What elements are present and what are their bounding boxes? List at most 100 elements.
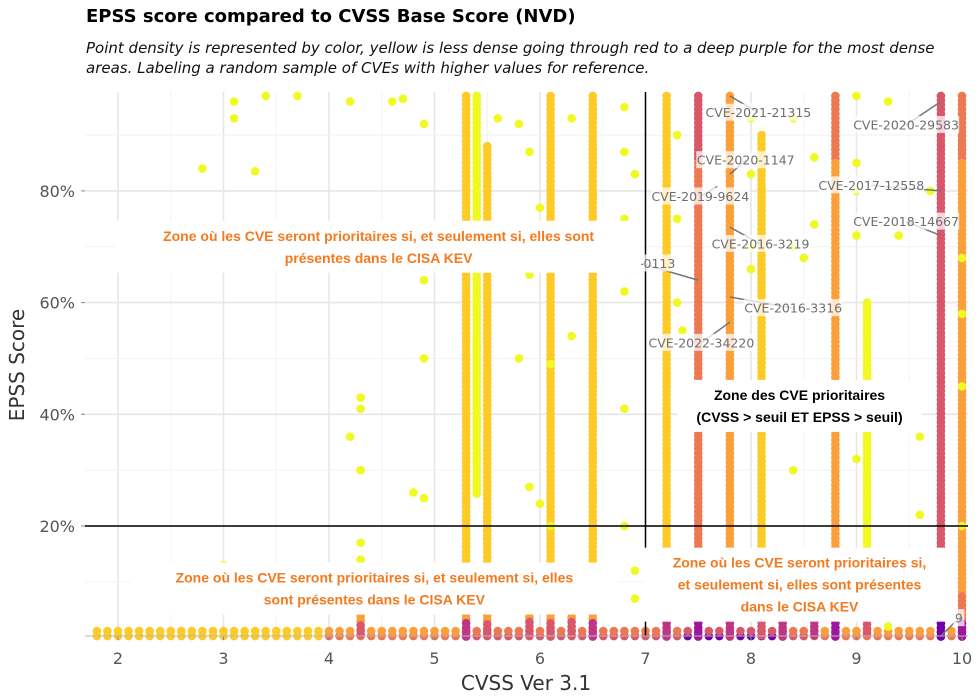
x-tick-label: 7 xyxy=(640,649,650,668)
data-point xyxy=(672,298,682,307)
data-point xyxy=(504,626,513,636)
data-point xyxy=(915,432,925,441)
data-point xyxy=(335,626,344,636)
data-point xyxy=(904,626,914,636)
zone-annotation-line: Zone où les CVE seront prioritaires si, xyxy=(673,555,927,571)
data-point xyxy=(799,253,809,263)
data-point xyxy=(525,147,534,157)
data-point xyxy=(662,632,671,641)
data-point xyxy=(356,404,365,414)
cve-label: CVE-2021-21315 xyxy=(705,105,811,120)
data-point xyxy=(852,454,861,464)
data-point xyxy=(778,632,787,641)
data-point xyxy=(609,626,619,636)
data-point xyxy=(693,632,703,641)
data-point xyxy=(398,626,408,636)
data-point xyxy=(535,499,545,508)
data-point xyxy=(514,119,524,129)
chart-title: EPSS score compared to CVSS Base Score (… xyxy=(86,6,576,27)
annotation-background xyxy=(677,379,922,432)
data-point xyxy=(957,253,967,263)
data-point xyxy=(725,632,735,641)
data-point xyxy=(282,626,292,636)
zone-annotation-line: sont présentes dans le CISA KEV xyxy=(264,592,486,608)
data-point xyxy=(873,626,882,636)
data-point xyxy=(240,626,249,636)
data-point xyxy=(947,626,956,636)
data-point xyxy=(630,169,640,179)
data-point xyxy=(166,626,176,636)
data-point xyxy=(419,493,429,503)
data-point xyxy=(525,631,534,640)
data-point xyxy=(219,626,228,636)
cve-label: CVE-2022-34220 xyxy=(649,335,755,350)
data-point xyxy=(250,626,260,636)
label-background xyxy=(650,187,750,205)
x-tick-label: 6 xyxy=(535,649,545,668)
label-background xyxy=(696,151,796,169)
data-point xyxy=(915,626,925,636)
cve-label: CVE-2016-3219 xyxy=(712,236,810,251)
data-point xyxy=(356,538,365,548)
data-point xyxy=(440,626,450,636)
data-point xyxy=(419,354,429,363)
chart-subtitle: Point density is represented by color, y… xyxy=(86,39,935,77)
data-point xyxy=(852,231,861,240)
data-point xyxy=(208,626,218,636)
data-point xyxy=(314,626,323,636)
cve-label: CVE-2018-14667 xyxy=(853,214,959,229)
data-point xyxy=(356,465,365,475)
x-tick-label: 5 xyxy=(429,649,439,668)
data-point xyxy=(113,626,123,636)
data-point xyxy=(620,287,629,296)
data-point xyxy=(810,220,819,229)
data-point xyxy=(451,626,460,636)
cve-label: CVE-2019-9624 xyxy=(651,189,749,204)
data-point xyxy=(134,626,144,636)
data-point xyxy=(788,626,798,636)
data-point xyxy=(535,203,545,212)
grid xyxy=(85,92,968,636)
data-point xyxy=(567,113,576,123)
data-point xyxy=(250,167,260,176)
zone-annotation-line: dans le CISA KEV xyxy=(741,599,859,615)
data-point xyxy=(620,147,629,157)
data-point xyxy=(862,628,872,638)
data-point xyxy=(820,626,830,636)
data-point xyxy=(577,626,587,636)
data-point xyxy=(757,631,766,640)
data-point xyxy=(672,130,682,140)
data-point xyxy=(345,432,355,441)
zone-annotation-line: Zone où les CVE seront prioritaires si, … xyxy=(176,570,574,586)
annotation-background xyxy=(643,547,956,622)
x-tick-label: 10 xyxy=(952,649,972,668)
data-point xyxy=(852,91,861,101)
data-point xyxy=(926,186,935,196)
data-point xyxy=(841,626,851,636)
data-point xyxy=(198,164,207,173)
data-point xyxy=(678,326,687,335)
data-point xyxy=(419,626,429,636)
data-point xyxy=(514,354,524,363)
data-point xyxy=(324,626,334,636)
data-point xyxy=(567,631,576,640)
data-point xyxy=(493,113,503,123)
data-point xyxy=(229,113,239,123)
data-point xyxy=(525,482,534,492)
y-tick-label: 40% xyxy=(39,405,75,424)
data-point xyxy=(957,382,967,391)
data-point xyxy=(620,102,629,112)
data-point xyxy=(599,626,608,636)
data-point xyxy=(957,309,967,319)
data-point xyxy=(124,626,133,636)
y-tick-label: 60% xyxy=(39,294,75,313)
data-point xyxy=(377,626,387,636)
data-point xyxy=(155,626,165,636)
data-point xyxy=(894,231,903,240)
data-point xyxy=(831,632,840,641)
annotation-background xyxy=(115,220,642,273)
data-point xyxy=(852,158,861,168)
cve-label: 9 xyxy=(955,611,963,626)
data-point xyxy=(356,555,365,564)
